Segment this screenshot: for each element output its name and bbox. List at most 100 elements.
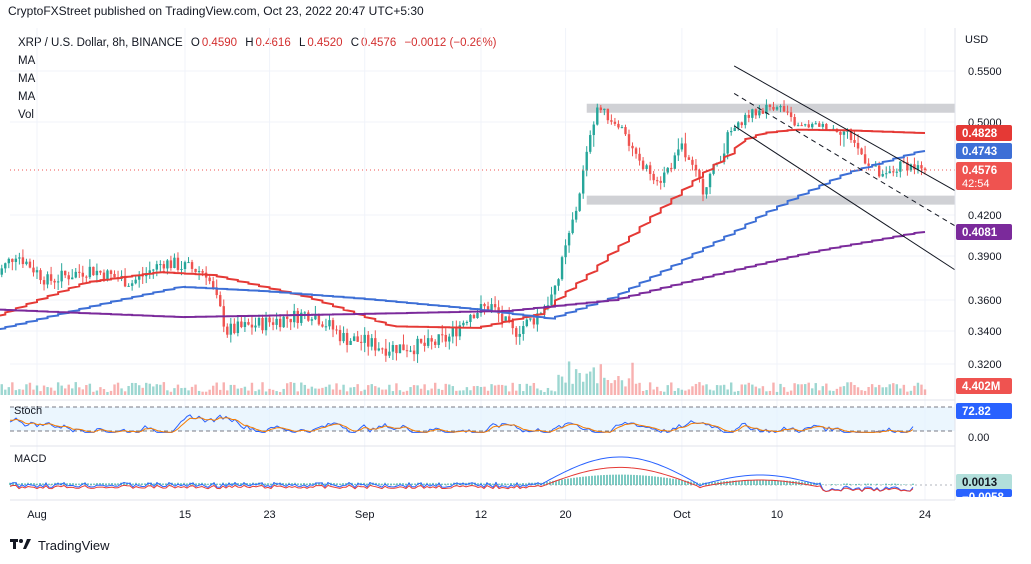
- candle-body: [909, 164, 913, 171]
- volume-bar: [543, 391, 546, 395]
- volume-bar: [567, 361, 571, 395]
- candle-body: [11, 258, 14, 262]
- volume-bar: [793, 383, 796, 395]
- volume-bar: [148, 383, 151, 395]
- macd-histogram-bar: [807, 482, 809, 485]
- macd-histogram-bar: [81, 482, 83, 485]
- volume-bar: [289, 382, 292, 395]
- volume-bar: [627, 378, 631, 395]
- macd-histogram-bar: [144, 483, 146, 485]
- indicator-legend-ma100[interactable]: MA: [18, 73, 36, 85]
- tradingview-footer[interactable]: TradingView: [10, 538, 110, 553]
- volume-bar: [758, 388, 761, 395]
- volume-bar: [448, 384, 451, 395]
- candle-body: [701, 178, 705, 195]
- channel-lower-line: [733, 125, 956, 271]
- volume-bar: [215, 382, 218, 395]
- volume-bar: [159, 384, 162, 395]
- volume-bar: [0, 384, 3, 395]
- volume-bar: [923, 389, 927, 395]
- candle-body: [525, 319, 529, 327]
- price-tick-label: 0.3600: [968, 295, 1002, 307]
- volume-bar: [293, 382, 296, 395]
- candle-body: [433, 341, 437, 345]
- volume-bar: [81, 389, 85, 395]
- candle-body: [571, 219, 574, 234]
- macd-histogram-bar: [522, 483, 524, 485]
- candle-body: [21, 257, 25, 265]
- volume-bar: [85, 385, 88, 395]
- candle-body: [254, 325, 257, 328]
- candle-body: [0, 268, 3, 275]
- symbol-name: XRP / U.S. Dollar, 8h, BINANCE: [18, 37, 183, 49]
- macd-histogram-bar: [831, 484, 833, 485]
- candle-body: [818, 123, 821, 127]
- macd-histogram-bar: [540, 482, 542, 485]
- macd-histogram-bar: [117, 483, 119, 485]
- macd-histogram-bar: [414, 483, 416, 485]
- candle-body: [751, 109, 754, 118]
- macd-histogram-bar: [198, 483, 200, 485]
- candle-body: [885, 173, 888, 175]
- volume-bars: [0, 361, 927, 395]
- macd-histogram-bar: [501, 483, 503, 485]
- volume-bar: [564, 382, 567, 395]
- macd-histogram-bar: [858, 483, 860, 485]
- candle-body: [737, 122, 740, 128]
- volume-bar: [849, 382, 853, 395]
- volume-bar: [257, 389, 261, 395]
- candle-body: [574, 210, 578, 220]
- volume-bar: [846, 382, 849, 395]
- candle-body: [81, 272, 85, 277]
- macd-histogram-bar: [12, 482, 14, 485]
- macd-histogram-bar: [555, 480, 557, 485]
- candle-body: [687, 157, 691, 160]
- volume-bar: [726, 389, 729, 395]
- volume-bar: [599, 364, 603, 395]
- volume-bar: [35, 385, 39, 395]
- candle-body: [680, 143, 684, 150]
- candle-body: [367, 334, 370, 347]
- volume-bar: [560, 376, 564, 395]
- high-value: 0.4616: [255, 37, 291, 49]
- candle-body: [356, 336, 359, 342]
- candle-body: [289, 318, 292, 323]
- candle-body: [585, 151, 588, 171]
- macd-histogram-bar: [348, 482, 350, 485]
- volume-bar: [67, 384, 70, 395]
- candle-body: [127, 285, 130, 287]
- price-chart[interactable]: Stoch MACD USD0.55000.50000.42000.39000.…: [0, 0, 1031, 530]
- macd-histogram-bar: [849, 483, 851, 485]
- symbol-legend-row[interactable]: XRP / U.S. Dollar, 8h, BINANCE O 0.4590 H…: [18, 34, 497, 52]
- volume-bar: [433, 382, 437, 395]
- candle-body: [176, 257, 180, 270]
- time-tick-label: 24: [919, 509, 931, 521]
- volume-bar: [486, 390, 490, 395]
- price-labels: 0.4828 0.4743 0.4576 0.4081 42:54 4.402M 72.82…: [956, 125, 1012, 504]
- volume-bar: [71, 388, 74, 395]
- candle-body: [825, 124, 828, 130]
- volume-bar: [648, 382, 652, 395]
- macd-histogram-bar: [663, 477, 665, 485]
- candle-body: [726, 132, 729, 154]
- candle-body: [345, 332, 349, 345]
- macd-histogram-bar: [36, 483, 38, 485]
- stoch-k-line: [9, 414, 914, 434]
- volume-bar: [673, 390, 677, 395]
- macd-histogram-bar: [750, 480, 752, 485]
- indicator-legend-volume[interactable]: Vol: [18, 109, 34, 121]
- indicator-legend-ma50[interactable]: MA: [18, 55, 36, 67]
- stoch-value: 72.82: [962, 406, 991, 418]
- volume-bar: [557, 374, 560, 395]
- macd-histogram-bar: [354, 483, 356, 485]
- volume-bar: [550, 390, 553, 395]
- macd-histogram-bar: [738, 480, 740, 485]
- macd-histogram-bar: [612, 474, 614, 485]
- macd-histogram-bar: [489, 483, 491, 485]
- stoch-d-line: [9, 417, 914, 433]
- candle-body: [782, 106, 786, 112]
- indicator-legend-ma200[interactable]: MA: [18, 91, 36, 103]
- candle-body: [596, 107, 599, 125]
- volume-bar: [624, 386, 627, 395]
- macd-histogram-bar: [21, 482, 23, 485]
